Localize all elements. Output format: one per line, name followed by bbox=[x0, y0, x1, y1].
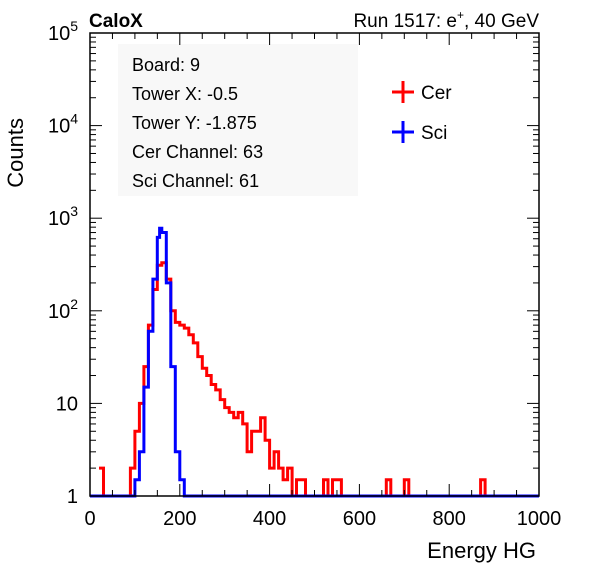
info-board: Board: 9 bbox=[132, 55, 200, 75]
y-tick-label: 105 bbox=[48, 18, 78, 45]
x-tick-label: 0 bbox=[84, 508, 95, 530]
info-cer-channel: Cer Channel: 63 bbox=[132, 142, 263, 162]
experiment-label: CaloX bbox=[89, 11, 143, 32]
x-tick-label: 600 bbox=[343, 508, 376, 530]
legend: Cer Sci bbox=[392, 81, 452, 144]
series-layer bbox=[90, 226, 539, 498]
legend-label-cer: Cer bbox=[421, 83, 452, 104]
y-tick-label: 1 bbox=[67, 486, 78, 508]
series-sci-line bbox=[90, 226, 539, 498]
y-tick-label: 104 bbox=[48, 111, 78, 138]
info-tower-y: Tower Y: -1.875 bbox=[132, 113, 257, 133]
x-tick-label: 200 bbox=[163, 508, 196, 530]
plot-frame bbox=[89, 32, 540, 497]
info-box bbox=[118, 44, 358, 196]
legend-label-sci: Sci bbox=[421, 123, 447, 144]
x-tick-label: 400 bbox=[253, 508, 286, 530]
y-tick-label: 102 bbox=[48, 296, 78, 323]
tick-layer: 0 200 400 600 800 1000 1 10 102 103 104 105 bbox=[48, 18, 561, 530]
x-tick-label: 1000 bbox=[517, 508, 562, 530]
y-axis-title: Counts bbox=[3, 118, 28, 188]
run-label: Run 1517: e+, 40 GeV bbox=[353, 8, 539, 32]
info-tower-x: Tower X: -0.5 bbox=[132, 84, 238, 104]
series-cer-line bbox=[99, 261, 539, 498]
info-sci-channel: Sci Channel: 61 bbox=[132, 171, 259, 191]
x-tick-label: 800 bbox=[433, 508, 466, 530]
x-axis-title: Energy HG bbox=[427, 538, 536, 563]
y-tick-label: 10 bbox=[56, 393, 78, 415]
y-tick-label: 103 bbox=[48, 203, 78, 230]
